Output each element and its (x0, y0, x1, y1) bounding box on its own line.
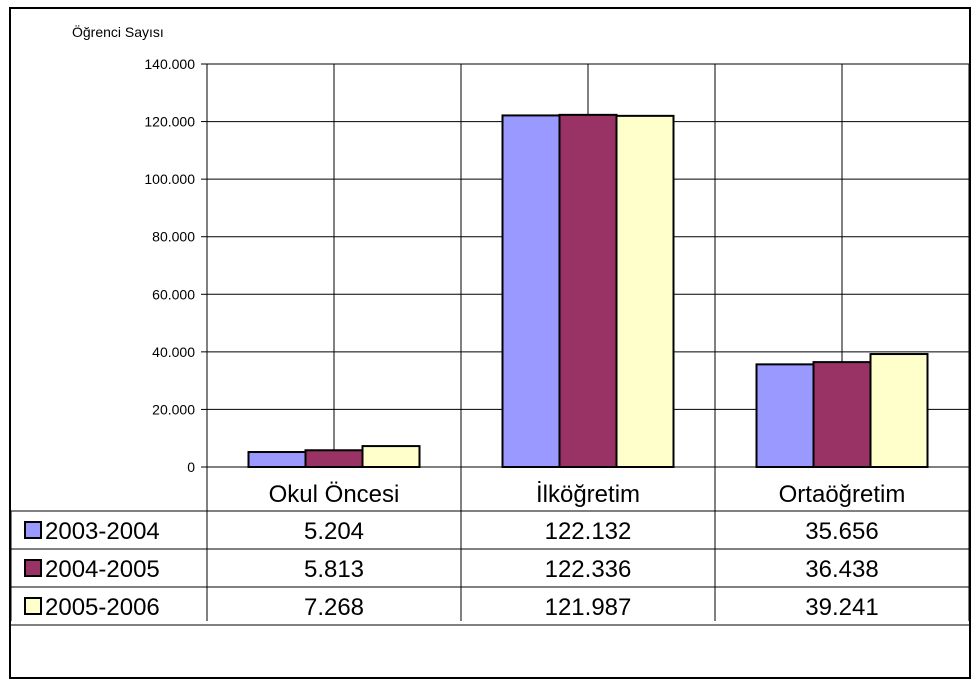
legend-label: 2005-2006 (45, 594, 160, 621)
data-table-cell: 36.438 (805, 556, 878, 583)
bar-2003-2004-1 (247, 451, 307, 469)
bar-2003-2004-2 (501, 114, 561, 468)
y-tick-label: 80.000 (152, 229, 195, 245)
bar-2005-2006-2 (615, 114, 675, 468)
category-label: İlköğretim (536, 481, 640, 508)
y-axis-label: Öğrenci Sayısı (72, 23, 164, 40)
data-table-cell: 122.336 (545, 556, 632, 583)
legend-swatch (24, 559, 42, 577)
bars (247, 113, 929, 469)
data-table: Okul Öncesi İlköğretim Ortaöğretim 2003-200… (11, 481, 969, 626)
y-tick-label: 0 (187, 459, 195, 475)
y-tick-label: 20.000 (152, 401, 195, 417)
bar-2005-2006-3 (869, 353, 929, 469)
legend-label: 2003-2004 (45, 518, 160, 545)
bar-2004-2005-1 (304, 449, 364, 469)
category-label: Ortaöğretim (779, 481, 906, 508)
y-tick-label: 60.000 (152, 286, 195, 302)
data-table-cell: 7.268 (304, 594, 364, 621)
data-table-cell: 5.204 (304, 518, 364, 545)
axes: 0 20.000 40.000 60.000 80.000 100.000 120.000 1… (144, 56, 969, 475)
bar-2004-2005-3 (812, 361, 872, 469)
bar-2004-2005-2 (558, 113, 618, 469)
y-tick-label: 40.000 (152, 344, 195, 360)
legend-swatch (24, 521, 42, 539)
category-label: Okul Öncesi (269, 481, 400, 508)
bar-chart: Öğrenci Sayısı 0 20.000 40.000 60.000 80.000… (11, 23, 969, 626)
chart-frame: Öğrenci Sayısı 0 20.000 40.000 60.000 80.000… (9, 7, 971, 679)
legend-swatch (24, 597, 42, 615)
bar-2005-2006-1 (361, 445, 421, 469)
y-tick-label: 120.000 (144, 114, 195, 130)
y-tick-label: 140.000 (144, 56, 195, 72)
data-table-cell: 5.813 (304, 556, 364, 583)
data-table-cell: 39.241 (805, 594, 878, 621)
bar-2003-2004-3 (755, 363, 815, 469)
data-table-cell: 35.656 (805, 518, 878, 545)
legend-label: 2004-2005 (45, 556, 160, 583)
data-table-cell: 121.987 (545, 594, 632, 621)
data-table-cell: 122.132 (545, 518, 632, 545)
y-tick-label: 100.000 (144, 171, 195, 187)
